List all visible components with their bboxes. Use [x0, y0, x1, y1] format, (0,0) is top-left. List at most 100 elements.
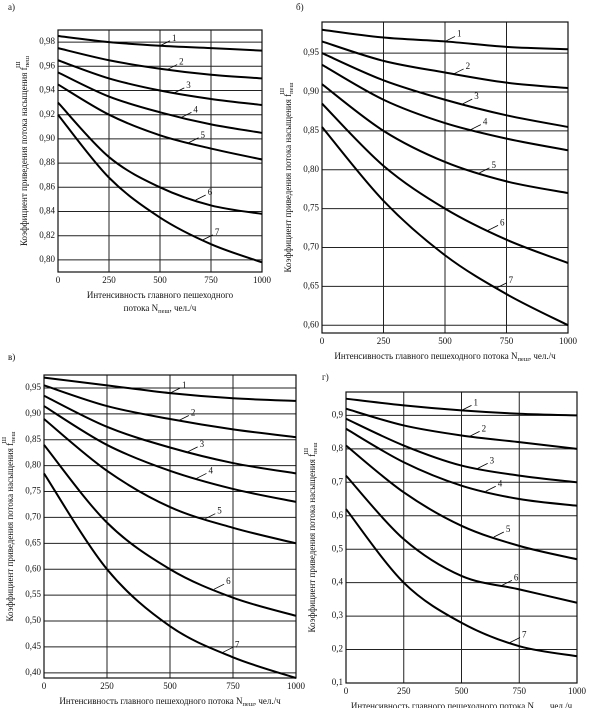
y-tick-label: 0,80 [39, 254, 55, 264]
x-tick-label: 750 [500, 336, 514, 346]
curve-label-leader [493, 531, 505, 538]
curve-label: 7 [522, 630, 527, 640]
y-tick-label: 0,75 [25, 486, 41, 496]
y-tick-label: 0,92 [39, 109, 55, 119]
x-axis-label-text: Интенсивность главного пешеходного [87, 290, 234, 300]
y-tick-label: 0,60 [25, 563, 41, 573]
curve-label-leader [470, 124, 482, 130]
curve-label-leader [479, 167, 490, 174]
curve-label-leader [166, 64, 178, 70]
x-tick-label: 1000 [559, 336, 578, 346]
curve [57, 71, 263, 134]
curve-label: 2 [482, 423, 487, 433]
curve [345, 508, 578, 658]
x-axis-label-sub: пеш [517, 356, 528, 363]
y-tick-label: 0,98 [39, 36, 55, 46]
curve [43, 384, 297, 439]
y-axis-label-text: Коэффициент приведения потока насыщения … [307, 454, 317, 633]
x-tick-label: 500 [438, 336, 452, 346]
curve [43, 444, 297, 617]
curve-label: 5 [217, 506, 222, 516]
y-tick-label: 0,65 [303, 280, 319, 290]
y-axis-label-sub: пеш [312, 443, 319, 454]
x-tick-label: 500 [163, 681, 177, 691]
curve-label: 5 [491, 160, 496, 170]
curve-label-leader [487, 225, 499, 231]
y-axis-label-sup: Ш [279, 88, 286, 95]
curve [345, 397, 578, 417]
y-tick-label: 0,6 [332, 510, 344, 520]
curve-label: 3 [474, 91, 479, 101]
curve [57, 101, 263, 215]
y-tick-label: 0,80 [303, 164, 319, 174]
y-tick-label: 0,90 [303, 86, 319, 96]
x-axis-label-unit: , чел./ч [529, 351, 556, 361]
curve-label: 7 [509, 275, 514, 285]
curve-label: 6 [208, 187, 213, 197]
x-tick-label: 0 [344, 686, 349, 696]
y-axis-label-sub: пеш [10, 432, 17, 443]
curve-label-leader [169, 387, 181, 394]
curve [57, 114, 263, 264]
y-axis-label-sup: Ш [15, 61, 22, 68]
y-tick-label: 0,45 [25, 641, 41, 651]
x-tick-label: 0 [320, 336, 325, 346]
curve [345, 444, 578, 561]
curve-label-leader [501, 579, 513, 586]
x-axis-label-text: Интенсивность главного пешеходного поток… [334, 351, 518, 361]
x-axis-label: Интенсивность главного пешеходного [87, 290, 234, 300]
x-axis-label: потока Nпеш, чел./ч [124, 303, 197, 315]
y-tick-label: 0,7 [332, 476, 344, 486]
y-tick-label: 0,1 [332, 677, 343, 687]
curve [57, 59, 263, 107]
curve [321, 52, 569, 128]
curve [43, 472, 297, 679]
curve-label: 6 [226, 576, 231, 586]
x-axis-label-unit: , чел./ч [254, 696, 281, 706]
curve-label-leader [477, 463, 488, 469]
x-axis-label-sub: пеш [158, 308, 169, 315]
x-axis-label: Интенсивность главного пешеходного поток… [351, 701, 573, 708]
y-axis-label-sup: Ш [1, 437, 8, 444]
y-axis-label: Коэффициент приведения потока насыщения … [15, 56, 31, 246]
y-tick-label: 0,75 [303, 203, 319, 213]
x-axis-label-sub: пеш [534, 706, 545, 708]
x-tick-label: 250 [397, 686, 411, 696]
curve [43, 418, 297, 545]
y-tick-label: 0,8 [332, 443, 344, 453]
y-tick-label: 0,40 [25, 667, 41, 677]
y-tick-label: 0,95 [303, 47, 319, 57]
curve-label-leader [222, 646, 234, 653]
y-tick-label: 0,50 [25, 615, 41, 625]
curve-label: 3 [200, 439, 205, 449]
curve-label: 6 [514, 572, 519, 582]
curve-label-leader [159, 40, 171, 47]
curve-label: 7 [215, 227, 220, 237]
plot-frame [43, 374, 297, 679]
curve [43, 405, 297, 503]
curve-label-leader [213, 583, 225, 590]
x-axis-label-unit: , чел./ч [170, 303, 197, 313]
panel-label: б) [296, 2, 304, 12]
curve-label-leader [202, 234, 214, 241]
x-axis-label: Интенсивность главного пешеходного поток… [59, 696, 281, 708]
x-tick-label: 750 [513, 686, 527, 696]
x-tick-label: 0 [56, 275, 61, 285]
y-tick-label: 0,55 [25, 589, 41, 599]
y-tick-label: 0,9 [332, 409, 344, 419]
curve [345, 407, 578, 450]
curve-label-leader [178, 415, 189, 421]
curve-label-leader [469, 431, 480, 437]
y-tick-label: 0,80 [25, 460, 41, 470]
y-tick-label: 0,70 [25, 511, 41, 521]
x-tick-label: 250 [102, 275, 116, 285]
curve-label-leader [196, 473, 207, 479]
curve [57, 47, 263, 80]
x-axis-label-text: потока N [124, 303, 159, 313]
curve-label-leader [462, 98, 473, 105]
curve-label-leader [496, 282, 507, 289]
curve-label-leader [461, 405, 472, 411]
y-axis-label-sup: Ш [303, 448, 310, 455]
y-tick-label: 0,90 [25, 408, 41, 418]
